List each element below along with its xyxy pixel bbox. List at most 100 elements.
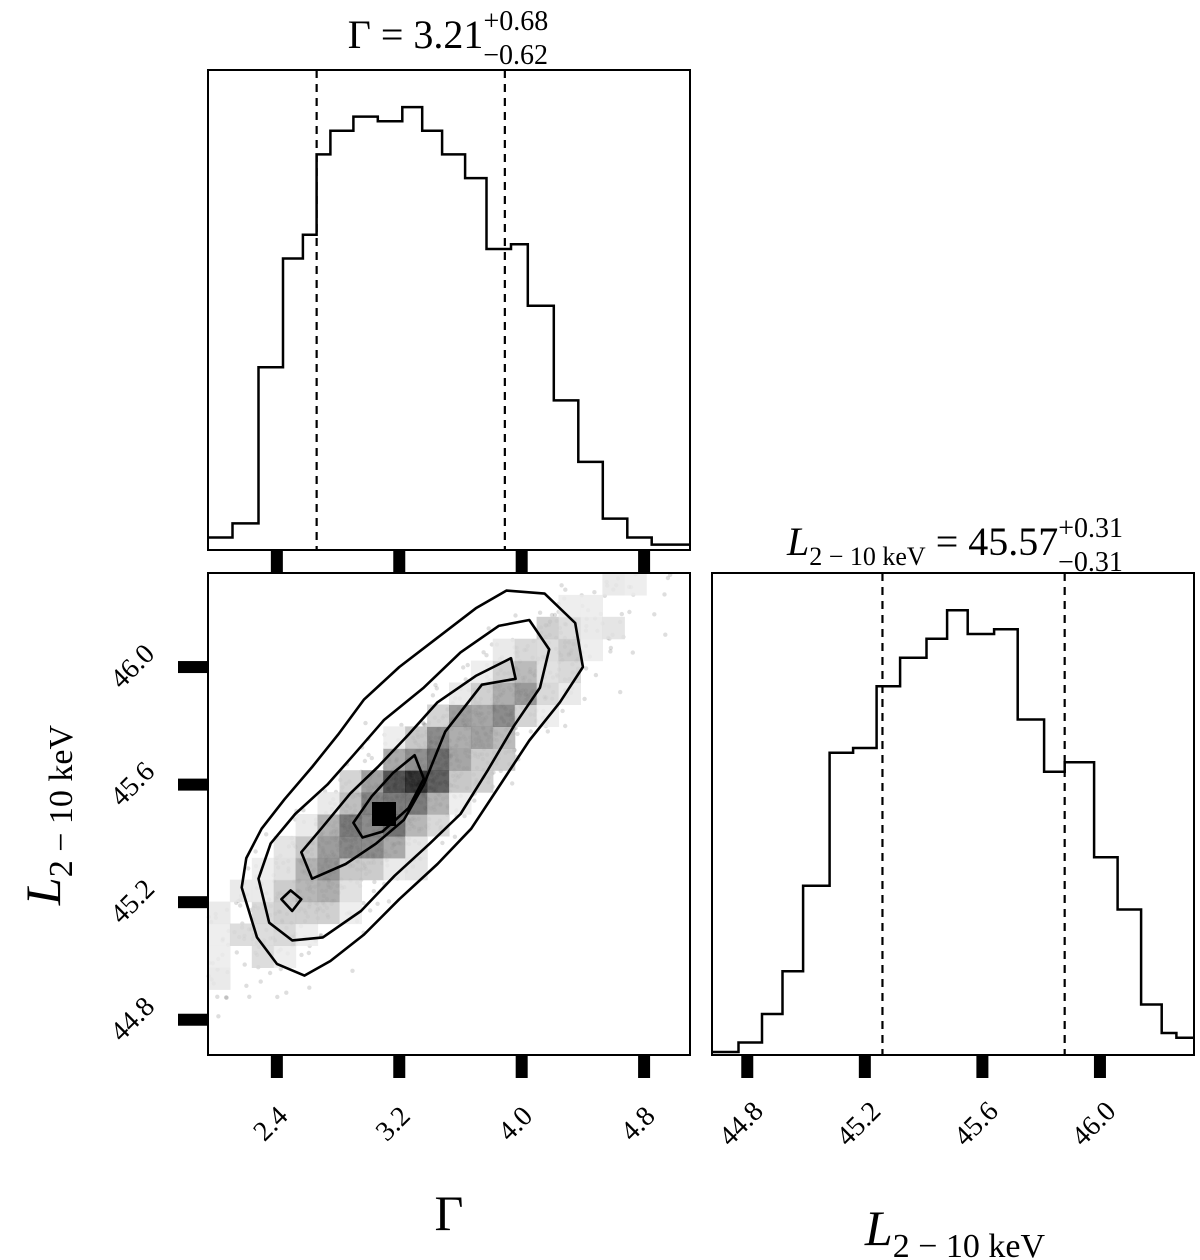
lum-x-tick-label-2: 45.6: [948, 1096, 1005, 1153]
scatter-point: [246, 866, 251, 871]
scatter-point: [423, 722, 428, 728]
density-cell: [536, 616, 560, 640]
density-cell: [317, 814, 340, 837]
gamma-title-plus: +0.68: [483, 6, 548, 37]
density-cell: [536, 682, 560, 705]
scatter-point: [545, 729, 550, 734]
scatter-point: [663, 632, 668, 637]
scatter-point: [563, 587, 568, 592]
contour-inner: [300, 656, 517, 880]
scatter-point: [284, 990, 289, 995]
scatter-point: [592, 590, 597, 595]
scatter-point: [665, 575, 671, 581]
density-cell: [251, 879, 275, 903]
gamma-hist-tick-3: [638, 551, 651, 573]
scatter-point: [247, 994, 252, 999]
density-cell: [317, 835, 340, 859]
density-cell: [317, 901, 340, 925]
joint-y-tick-1: [178, 896, 208, 909]
density-cell: [470, 748, 494, 771]
scatter-point: [375, 901, 380, 906]
density-cell: [383, 726, 406, 749]
density-cell: [229, 923, 253, 946]
density-cell: [383, 748, 406, 771]
scatter-point: [433, 682, 438, 688]
scatter-point: [484, 653, 489, 658]
lum-x-tick-label-3: 46.0: [1066, 1096, 1123, 1153]
density-cell: [427, 704, 450, 727]
joint-scatter-panel: 2.4 3.2 4.0 4.8 44.8 45.2 45.6 46.0 Γ L2 − 10 …: [15, 572, 691, 1241]
scatter-point: [215, 994, 220, 999]
x-axis-title-luminosity: L2 − 10 keV: [864, 1200, 1046, 1260]
scatter-point: [264, 832, 269, 837]
luminosity-histogram-panel: L2 − 10 keV = 45.57+0.31 −0.31 44.8 45.2 45…: [711, 513, 1195, 1260]
gamma-histogram-frame: [207, 69, 691, 551]
scatter-point: [399, 722, 404, 728]
lum-x-tick-1: [858, 1056, 871, 1078]
x-axis-title-lum-symbol: L: [864, 1200, 893, 1256]
scatter-point: [461, 665, 466, 670]
lum-x-tick-label-1: 45.2: [831, 1096, 888, 1153]
scatter-point: [593, 672, 599, 678]
density-cell: [427, 792, 450, 815]
scatter-point: [434, 686, 439, 691]
lum-x-tick-label-0: 44.8: [713, 1096, 770, 1153]
density-cell: [602, 616, 625, 640]
joint-panel-frame: [207, 572, 691, 1056]
density-cell: [470, 682, 494, 705]
scatter-point: [472, 798, 477, 803]
scatter-point: [618, 689, 623, 695]
lum-x-tick-0: [741, 1056, 754, 1078]
joint-x-tick-label-1: 3.2: [370, 1101, 417, 1148]
scatter-point: [510, 781, 515, 786]
scatter-point: [513, 613, 518, 618]
scatter-point: [368, 908, 373, 913]
gamma-panel-title: Γ = 3.21+0.68 −0.62: [348, 6, 548, 71]
lum-x-tick-2: [976, 1056, 989, 1078]
density-cell: [208, 901, 231, 925]
density-cell: [405, 835, 428, 859]
density-cell: [339, 879, 362, 903]
density-cell: [405, 814, 428, 837]
density-cell: [470, 704, 494, 727]
density-cell: [273, 901, 297, 925]
scatter-point: [258, 979, 263, 984]
density-cell: [558, 660, 581, 684]
scatter-point: [549, 612, 555, 618]
scatter-point: [652, 612, 657, 617]
joint-x-tick-1: [393, 1056, 406, 1078]
lum-title-median: = 45.57: [926, 519, 1059, 564]
gamma-hist-tick-2: [515, 551, 528, 573]
contour-middle: [257, 618, 551, 942]
x-axis-title-gamma: Γ: [435, 1185, 464, 1241]
density-cell: [339, 901, 362, 925]
density-cell: [405, 726, 428, 749]
scatter-point: [430, 693, 436, 698]
density-cell: [492, 682, 516, 705]
density-cell: [273, 945, 297, 968]
scatter-point: [608, 645, 614, 651]
scatter-point: [563, 723, 568, 729]
density-cell: [295, 814, 319, 837]
density-cell: [229, 879, 253, 903]
density-cell: [624, 573, 647, 596]
density-cell: [492, 660, 516, 684]
density-cell: [295, 923, 319, 946]
scatter-point: [363, 720, 368, 726]
scatter-point: [421, 722, 427, 727]
density-cell: [251, 923, 275, 946]
scatter-point: [537, 610, 543, 615]
scatter-point: [552, 612, 558, 618]
scatter-point: [582, 696, 587, 702]
scatter-point: [619, 611, 624, 617]
density-cell: [317, 792, 340, 815]
density-cell: [427, 770, 450, 793]
density-cell: [339, 835, 362, 859]
density-cell: [536, 660, 560, 684]
scatter-point: [386, 899, 392, 904]
density-cell: [383, 857, 406, 881]
lum-title-symbol: L: [786, 519, 809, 564]
scatter-point: [366, 752, 371, 758]
luminosity-histogram-frame: [711, 572, 1195, 1056]
